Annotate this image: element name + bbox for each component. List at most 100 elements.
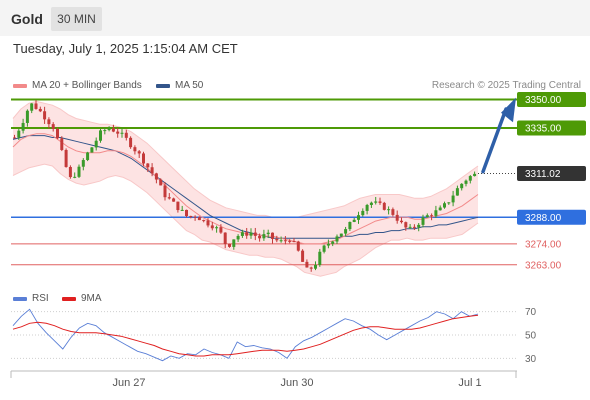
legend-ma50: MA 50 [156, 80, 203, 91]
rsi-line [12, 308, 479, 362]
candle-body [73, 176, 77, 178]
candle-body [421, 217, 425, 225]
ma20-swatch [13, 83, 27, 88]
candle-body [339, 233, 343, 237]
level-label-pivot: 3288.00 [525, 213, 562, 224]
level-label-last: 3311.02 [525, 169, 561, 180]
candle-body [133, 147, 137, 152]
candle-body [228, 243, 231, 247]
legend-ma20: MA 20 + Bollinger Bands [13, 80, 142, 91]
candle-body [202, 220, 206, 222]
candle-body [176, 201, 180, 211]
x-tick-label: Jun 27 [112, 377, 145, 389]
candle-body [322, 245, 326, 252]
candle-body [249, 232, 253, 236]
candle-body [146, 163, 150, 168]
candle-body [129, 137, 133, 148]
candle-body [292, 241, 296, 243]
candle-body [309, 267, 313, 269]
candle-body [460, 183, 464, 189]
candle-body [197, 217, 201, 221]
candle-body [43, 111, 47, 120]
candle-body [266, 232, 270, 235]
candle-body [408, 226, 412, 228]
candle-body [447, 202, 451, 204]
candle-body [245, 232, 249, 236]
candle-body [21, 122, 25, 131]
candle-body [314, 264, 317, 269]
x-tick-label: Jul 1 [458, 377, 481, 389]
candle-body [86, 152, 90, 161]
candle-body [382, 202, 386, 210]
candle-body [271, 232, 274, 239]
candle-body [352, 219, 356, 222]
candle-body [425, 215, 429, 218]
timeframe-button[interactable]: 30 MIN [51, 7, 102, 31]
candle-body [206, 220, 210, 226]
ma9-swatch [62, 296, 76, 301]
candle-body [434, 210, 438, 216]
candle-body [185, 209, 188, 216]
candle-body [17, 130, 21, 138]
candle-body [34, 103, 38, 109]
legend-9ma: 9MA [62, 293, 102, 304]
candle-body [387, 209, 391, 211]
candle-body [81, 160, 85, 167]
candle-body [232, 239, 236, 247]
rsi-tick-label: 50 [525, 331, 537, 342]
candle-body [30, 103, 34, 111]
candle-body [417, 224, 421, 228]
candle-body [172, 198, 176, 202]
candle-body [473, 173, 477, 177]
projection-arrow-head [501, 97, 516, 123]
legend-rsi-label: RSI [32, 293, 49, 304]
candle-body [262, 234, 266, 239]
candle-body [430, 215, 434, 217]
legend-ma50-label: MA 50 [175, 80, 204, 91]
candle-body [361, 210, 365, 216]
level-label-bg-last [517, 166, 586, 182]
candle-body [56, 128, 59, 139]
candle-body [455, 188, 459, 196]
candle-body [159, 179, 163, 186]
candle-body [150, 167, 154, 174]
candle-body [120, 132, 124, 134]
candle-body [167, 197, 171, 199]
candle-body [412, 226, 416, 228]
candle-body [60, 138, 64, 150]
level-label-resistance: 3335.00 [525, 124, 562, 135]
candle-body [279, 240, 283, 242]
candle-body [236, 235, 240, 240]
candle-body [103, 130, 107, 132]
candle-body [51, 124, 55, 129]
candle-body [253, 232, 257, 236]
candle-body [348, 221, 352, 230]
candle-body [378, 201, 382, 203]
candle-body [137, 151, 141, 154]
candle-body [163, 185, 167, 198]
candle-body [318, 251, 322, 265]
research-credit: Research © 2025 Trading Central [431, 80, 581, 91]
candle-body [335, 236, 339, 242]
level-label-bg-pivot [517, 209, 586, 225]
candle-body [404, 222, 408, 228]
candle-body [38, 108, 42, 112]
candle-body [468, 176, 472, 181]
candle-body [193, 216, 197, 218]
candle-body [77, 166, 81, 177]
candle-body [305, 261, 309, 268]
candle-body [180, 209, 184, 211]
candle-body [64, 149, 68, 167]
candle-body [275, 238, 279, 241]
ma50-swatch [156, 83, 170, 88]
candle-body [99, 130, 102, 141]
candle-body [331, 241, 335, 244]
candle-body [94, 140, 98, 148]
level-label-bg-resistance [517, 92, 586, 107]
level-label-bg-resistance [517, 120, 586, 136]
candle-body [283, 240, 287, 242]
candle-body [391, 209, 395, 215]
candle-body [189, 215, 193, 217]
candle-body [219, 227, 223, 233]
